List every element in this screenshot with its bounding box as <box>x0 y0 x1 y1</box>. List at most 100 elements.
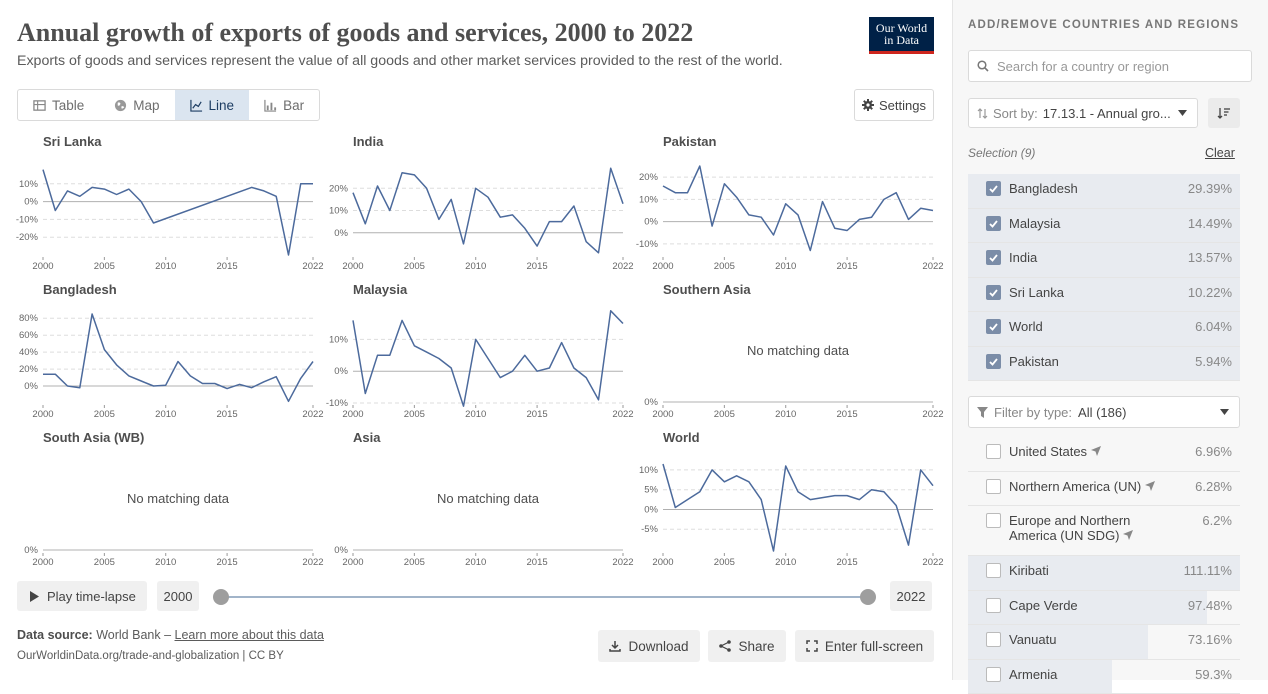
sidebar-heading: ADD/REMOVE COUNTRIES AND REGIONS <box>968 19 1239 31</box>
timeline-start-year[interactable]: 2000 <box>157 581 199 611</box>
timeline-end-handle[interactable] <box>860 589 876 605</box>
line-chart-icon <box>190 99 203 112</box>
x-tick-label: 2005 <box>94 261 115 272</box>
data-source: Data source: World Bank – Learn more abo… <box>17 628 324 642</box>
entity-checkbox[interactable] <box>986 216 1001 231</box>
tab-map-label: Map <box>133 98 159 113</box>
tab-map[interactable]: Map <box>99 90 174 120</box>
location-arrow-icon <box>1141 479 1155 494</box>
share-button[interactable]: Share <box>708 630 786 662</box>
y-tick-label: 0% <box>334 228 348 239</box>
entity-checkbox[interactable] <box>986 354 1001 369</box>
entity-row[interactable]: Northern America (UN) 6.28% <box>968 472 1240 507</box>
x-tick-label: 2005 <box>714 409 735 420</box>
timeline-end-year[interactable]: 2022 <box>890 581 932 611</box>
entity-checkbox[interactable] <box>986 598 1001 613</box>
panel-title: Southern Asia <box>663 282 751 297</box>
entity-value: 10.22% <box>1180 285 1240 300</box>
x-tick-label: 2000 <box>652 409 673 420</box>
selection-count: Selection (9) <box>968 146 1035 160</box>
check-icon <box>987 286 1000 299</box>
tab-bar[interactable]: Bar <box>249 90 319 120</box>
x-tick-label: 2022 <box>922 557 943 568</box>
entity-checkbox[interactable] <box>986 632 1001 647</box>
y-tick-label: 10% <box>329 206 349 217</box>
x-tick-label: 2015 <box>217 261 238 272</box>
fullscreen-button[interactable]: Enter full-screen <box>795 630 934 662</box>
search-input[interactable] <box>997 59 1237 74</box>
play-timelapse-button[interactable]: Play time-lapse <box>17 581 147 611</box>
chart-area: Annual growth of exports of goods and se… <box>0 0 952 680</box>
entity-checkbox[interactable] <box>986 563 1001 578</box>
source-value: World Bank – <box>96 628 171 642</box>
sort-label: Sort by: <box>993 106 1038 121</box>
y-tick-label: 20% <box>639 172 659 183</box>
entity-name-text: Northern America (UN) <box>1009 479 1141 494</box>
entity-value: 59.3% <box>1180 667 1240 682</box>
filter-select[interactable]: Filter by type: All (186) <box>968 396 1240 428</box>
entity-checkbox[interactable] <box>986 250 1001 265</box>
entity-checkbox[interactable] <box>986 479 1001 494</box>
x-tick-label: 2010 <box>155 409 176 420</box>
timeline-start-handle[interactable] <box>213 589 229 605</box>
entity-checkbox[interactable] <box>986 285 1001 300</box>
entity-name: World <box>1009 319 1180 334</box>
y-tick-label: 0% <box>24 197 38 208</box>
play-icon <box>29 591 39 602</box>
entity-checkbox[interactable] <box>986 513 1001 528</box>
tab-table[interactable]: Table <box>18 90 99 120</box>
sort-direction-button[interactable] <box>1208 98 1240 128</box>
download-button[interactable]: Download <box>598 630 700 662</box>
x-tick-label: 2022 <box>302 557 323 568</box>
tab-line[interactable]: Line <box>175 90 250 120</box>
entity-row[interactable]: Europe and Northern America (UN SDG) 6.2… <box>968 506 1240 556</box>
entity-checkbox[interactable] <box>986 444 1001 459</box>
settings-button[interactable]: Settings <box>854 89 934 121</box>
panel-title: Bangladesh <box>43 282 117 297</box>
sort-value: 17.13.1 - Annual gro... <box>1043 106 1171 121</box>
entity-name: Bangladesh <box>1009 181 1180 196</box>
tab-line-label: Line <box>209 98 235 113</box>
search-box[interactable] <box>968 50 1252 82</box>
entity-checkbox[interactable] <box>986 667 1001 682</box>
entity-name: United States <box>1009 444 1180 459</box>
entity-row[interactable]: United States 6.96% <box>968 437 1240 472</box>
play-label: Play time-lapse <box>47 589 136 604</box>
entity-name-text: Cape Verde <box>1009 598 1078 613</box>
sort-select[interactable]: Sort by: 17.13.1 - Annual gro... <box>968 98 1198 128</box>
entity-name: Northern America (UN) <box>1009 479 1180 494</box>
entity-checkbox[interactable] <box>986 319 1001 334</box>
bar-chart-icon <box>264 99 277 112</box>
y-tick-label: -10% <box>636 239 659 250</box>
owid-logo[interactable]: Our World in Data <box>869 17 934 54</box>
panel-title: Asia <box>353 430 381 445</box>
entity-name-text: Bangladesh <box>1009 181 1078 196</box>
series-line <box>43 170 313 255</box>
view-tabs: Table Map Line Bar <box>17 89 320 121</box>
y-tick-label: 0% <box>334 366 348 377</box>
entity-row[interactable]: Sri Lanka 10.22% <box>968 278 1240 313</box>
entity-name: Armenia <box>1009 667 1180 682</box>
chart-title: Annual growth of exports of goods and se… <box>17 18 693 48</box>
entity-value: 5.94% <box>1180 354 1240 369</box>
timeline-track[interactable] <box>221 596 868 598</box>
gear-icon <box>862 99 874 111</box>
learn-more-link[interactable]: Learn more about this data <box>175 628 324 642</box>
entity-name-text: Sri Lanka <box>1009 285 1064 300</box>
location-arrow-icon <box>1120 528 1134 543</box>
entity-name-text: United States <box>1009 444 1087 459</box>
entity-checkbox[interactable] <box>986 181 1001 196</box>
series-line <box>663 166 933 251</box>
clear-selection-link[interactable]: Clear <box>1205 146 1235 160</box>
chart-subtitle: Exports of goods and services represent … <box>17 53 783 69</box>
